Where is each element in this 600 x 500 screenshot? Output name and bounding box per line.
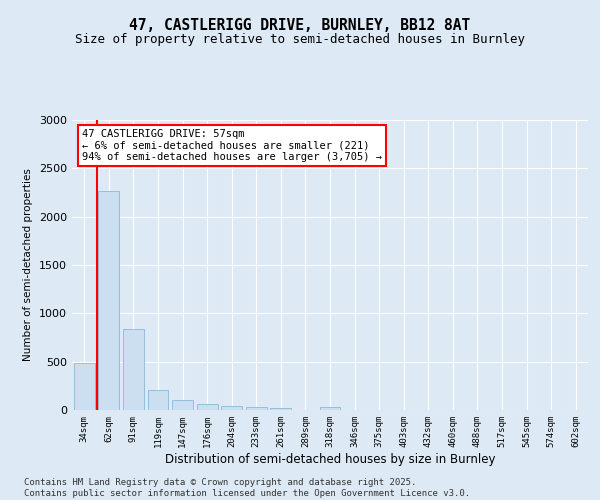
Text: Contains HM Land Registry data © Crown copyright and database right 2025.
Contai: Contains HM Land Registry data © Crown c…: [24, 478, 470, 498]
X-axis label: Distribution of semi-detached houses by size in Burnley: Distribution of semi-detached houses by …: [165, 452, 495, 466]
Text: Size of property relative to semi-detached houses in Burnley: Size of property relative to semi-detach…: [75, 32, 525, 46]
Text: 47 CASTLERIGG DRIVE: 57sqm
← 6% of semi-detached houses are smaller (221)
94% of: 47 CASTLERIGG DRIVE: 57sqm ← 6% of semi-…: [82, 128, 382, 162]
Bar: [148, 390, 169, 410]
Bar: [271, 408, 292, 410]
Text: 47, CASTLERIGG DRIVE, BURNLEY, BB12 8AT: 47, CASTLERIGG DRIVE, BURNLEY, BB12 8AT: [130, 18, 470, 32]
Bar: [123, 329, 144, 410]
Bar: [197, 404, 218, 410]
Bar: [172, 400, 193, 410]
Bar: [246, 407, 267, 410]
Bar: [98, 190, 119, 410]
Bar: [74, 362, 95, 410]
Y-axis label: Number of semi-detached properties: Number of semi-detached properties: [23, 168, 34, 362]
Bar: [221, 406, 242, 410]
Bar: [320, 406, 340, 410]
